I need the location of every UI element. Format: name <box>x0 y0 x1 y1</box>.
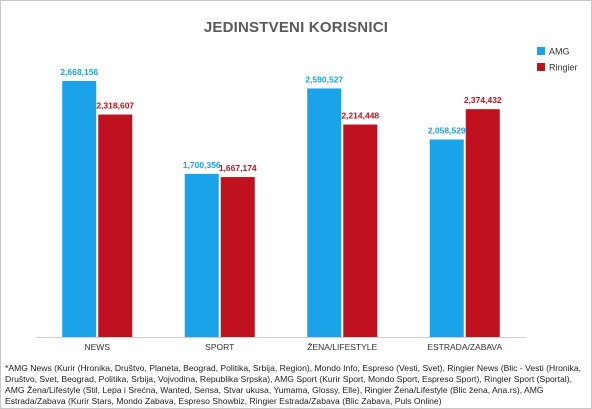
data-label-ringier-2: 1,667,174 <box>219 163 257 173</box>
legend-label-ringier: Ringier <box>549 63 578 73</box>
legend-label-amg: AMG <box>549 47 570 57</box>
bar-chart: 2,668,156 2,318,607 NEWS 1,700,3561,667,174… <box>36 47 578 352</box>
bar-ringier-1 <box>98 114 133 338</box>
x-tick-label-4: ESTRADA/ZABAVA <box>427 342 502 352</box>
x-tick-label-2: SPORT <box>205 342 234 352</box>
bar-ringier-3 <box>343 124 378 338</box>
x-tick-label-1: NEWS <box>85 342 111 352</box>
chart-footnote: *AMG News (Kurir (Hronika, Društvo, Plan… <box>5 363 581 406</box>
data-label-ringier-4: 2,374,432 <box>464 95 502 105</box>
data-label-amg-2: 1,700,356 <box>183 160 221 170</box>
x-tick-label-3: ŽENA/LIFESTYLE <box>307 342 377 352</box>
bar-amg-3 <box>307 88 342 337</box>
legend-swatch-amg <box>537 47 545 55</box>
data-label-ringier-1: 2,318,607 <box>96 101 134 111</box>
bar-amg-1 <box>62 81 97 337</box>
data-label-ringier-3: 2,214,448 <box>341 111 379 121</box>
bar-amg-4 <box>429 139 464 337</box>
bar-amg-2 <box>184 173 219 337</box>
chart-title: JEDINSTVENI KORISNICI <box>203 19 389 36</box>
data-label-amg-3: 2,590,527 <box>305 74 343 84</box>
bar-ringier-2 <box>220 177 255 337</box>
data-label-amg-4: 2,058,529 <box>428 125 466 135</box>
legend-swatch-ringier <box>537 63 545 71</box>
data-label-amg-1: 2,668,156 <box>60 67 98 77</box>
bar-ringier-4 <box>465 109 500 337</box>
